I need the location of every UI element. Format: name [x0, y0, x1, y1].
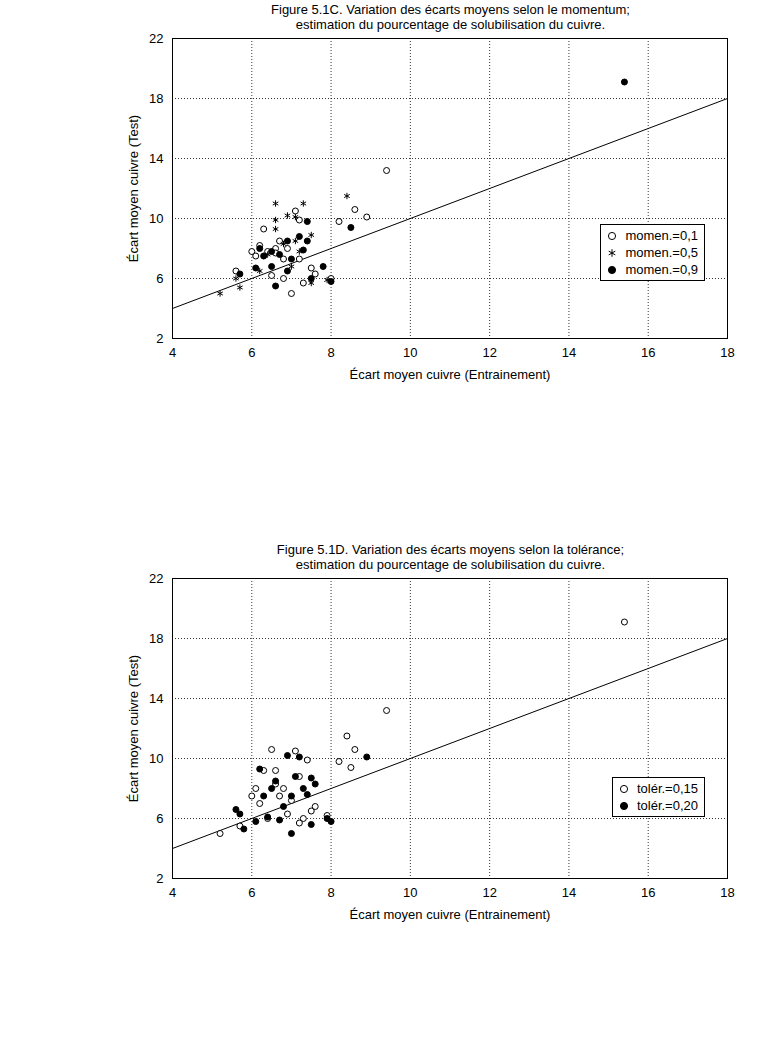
svg-text:14: 14: [562, 885, 576, 900]
html-text:tolér.=0,20: tolér.=0,20: [636, 798, 698, 813]
svg-text:14: 14: [562, 345, 576, 360]
svg-text:18: 18: [720, 345, 734, 360]
svg-text:10: 10: [149, 211, 163, 226]
svg-text:4: 4: [169, 885, 176, 900]
svg-text:10: 10: [403, 345, 417, 360]
html-text:momen.=0,1: momen.=0,1: [625, 228, 698, 243]
svg-text:16: 16: [641, 885, 655, 900]
svg-text:4: 4: [169, 345, 176, 360]
svg-text:6: 6: [248, 345, 255, 360]
svg-text:12: 12: [482, 345, 496, 360]
svg-text:8: 8: [327, 885, 334, 900]
svg-text:6: 6: [248, 885, 255, 900]
svg-text:Écart moyen cuivre (Test): Écart moyen cuivre (Test): [126, 655, 141, 802]
svg-text:6: 6: [156, 811, 163, 826]
html-text:momen.=0,5: momen.=0,5: [625, 245, 698, 260]
svg-text:Écart moyen cuivre (Entraineme: Écart moyen cuivre (Entrainement): [350, 367, 551, 382]
svg-text:14: 14: [149, 151, 163, 166]
svg-text:22: 22: [149, 574, 163, 586]
svg-text:10: 10: [403, 885, 417, 900]
html-text:tolér.=0,15: tolér.=0,15: [636, 781, 698, 796]
svg-text:2: 2: [156, 331, 163, 346]
svg-text:16: 16: [641, 345, 655, 360]
html-text:Figure 5.1D. Variation des éca: Figure 5.1D. Variation des écarts moyens…: [276, 542, 625, 557]
svg-text:18: 18: [720, 885, 734, 900]
svg-text:Écart moyen cuivre (Entraineme: Écart moyen cuivre (Entrainement): [350, 907, 551, 922]
html-text:momen.=0,9: momen.=0,9: [625, 262, 698, 277]
svg-text:8: 8: [327, 345, 334, 360]
svg-text:22: 22: [149, 34, 163, 46]
svg-text:2: 2: [156, 871, 163, 886]
svg-text:10: 10: [149, 751, 163, 766]
html-text:estimation du pourcentage de s: estimation du pourcentage de solubilisat…: [295, 557, 606, 572]
svg-text:12: 12: [482, 885, 496, 900]
svg-text:Écart moyen cuivre (Test): Écart moyen cuivre (Test): [126, 115, 141, 262]
svg-text:6: 6: [156, 271, 163, 286]
html-text:estimation du pourcentage de s: estimation du pourcentage de solubilisat…: [295, 17, 606, 32]
svg-text:18: 18: [149, 631, 163, 646]
html-text:Figure 5.1C. Variation des éca: Figure 5.1C. Variation des écarts moyens…: [271, 2, 630, 17]
svg-text:14: 14: [149, 691, 163, 706]
svg-text:18: 18: [149, 91, 163, 106]
